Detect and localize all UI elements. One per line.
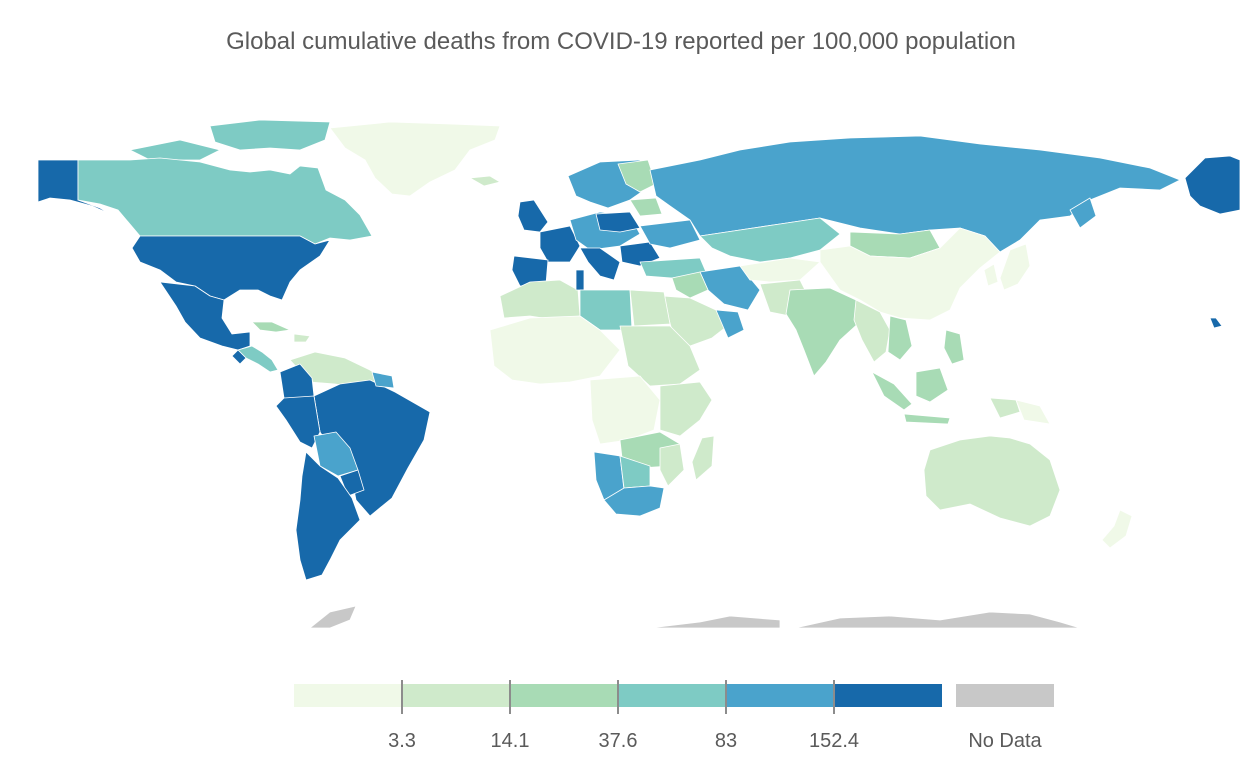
region-indonesia-java[interactable] bbox=[903, 413, 951, 425]
region-poland-czech[interactable] bbox=[595, 211, 641, 233]
legend-tick-4 bbox=[725, 680, 727, 714]
region-russia-kamchatka[interactable] bbox=[1069, 197, 1097, 229]
region-madagascar[interactable] bbox=[691, 435, 715, 481]
region-west-africa[interactable] bbox=[489, 315, 621, 385]
legend-break-label-5: 152.4 bbox=[808, 730, 860, 752]
region-peru[interactable] bbox=[275, 395, 321, 449]
region-hawaii[interactable] bbox=[1209, 317, 1223, 329]
region-chile-argentina[interactable] bbox=[295, 451, 361, 581]
region-central-america[interactable] bbox=[237, 345, 279, 373]
region-new-guinea[interactable] bbox=[989, 397, 1021, 419]
region-korea[interactable] bbox=[983, 263, 999, 287]
legend-break-label-1: 3.3 bbox=[388, 730, 416, 752]
legend-tick-3 bbox=[617, 680, 619, 714]
region-france-benelux[interactable] bbox=[539, 225, 581, 263]
region-myanmar-thailand[interactable] bbox=[853, 299, 891, 363]
region-ukraine[interactable] bbox=[639, 219, 701, 249]
region-philippines[interactable] bbox=[943, 329, 965, 365]
region-south-africa[interactable] bbox=[603, 485, 665, 517]
region-canada-arctic[interactable] bbox=[209, 119, 331, 151]
region-guianas[interactable] bbox=[371, 371, 395, 389]
region-iraq-syria[interactable] bbox=[671, 271, 709, 299]
region-png[interactable] bbox=[1015, 399, 1051, 425]
region-indonesia-sumatra[interactable] bbox=[871, 371, 913, 411]
legend-break-label-3: 37.6 bbox=[598, 730, 638, 752]
region-egypt[interactable] bbox=[629, 289, 671, 327]
region-guatemala[interactable] bbox=[231, 349, 247, 365]
region-finland[interactable] bbox=[617, 159, 657, 193]
region-greenland[interactable] bbox=[329, 121, 501, 197]
region-sahel-east[interactable] bbox=[619, 325, 701, 387]
legend-bin-2 bbox=[402, 684, 510, 707]
legend-bin-nodata bbox=[956, 684, 1054, 707]
legend: 3.3 14.1 37.6 83 152.4 No Data bbox=[294, 680, 1054, 754]
legend-bin-3 bbox=[510, 684, 618, 707]
region-uk[interactable] bbox=[517, 199, 549, 233]
region-usa[interactable] bbox=[131, 235, 331, 301]
legend-nodata-label: No Data bbox=[968, 730, 1042, 752]
legend-bin-6 bbox=[834, 684, 942, 707]
legend-break-label-4: 83 bbox=[714, 730, 738, 752]
region-hispaniola[interactable] bbox=[293, 333, 311, 343]
legend-break-label-2: 14.1 bbox=[490, 730, 530, 752]
legend-tick-2 bbox=[509, 680, 511, 714]
region-iceland[interactable] bbox=[469, 175, 501, 187]
region-indochina[interactable] bbox=[887, 315, 913, 361]
region-canada-arctic-2[interactable] bbox=[129, 139, 221, 161]
region-mozambique[interactable] bbox=[659, 443, 685, 487]
region-australia[interactable] bbox=[923, 435, 1061, 527]
region-tunisia[interactable] bbox=[575, 269, 585, 291]
legend-tick-5 bbox=[833, 680, 835, 714]
legend-tick-1 bbox=[401, 680, 403, 714]
region-antarctica-3 bbox=[794, 611, 1081, 629]
region-oman[interactable] bbox=[715, 309, 745, 339]
region-central-africa[interactable] bbox=[589, 375, 661, 445]
region-new-zealand[interactable] bbox=[1101, 509, 1133, 549]
legend-bin-5 bbox=[726, 684, 834, 707]
region-canada[interactable] bbox=[77, 157, 373, 245]
region-north-africa-west[interactable] bbox=[499, 279, 581, 321]
legend-bin-4 bbox=[618, 684, 726, 707]
region-east-africa[interactable] bbox=[659, 381, 713, 437]
region-central-asia[interactable] bbox=[739, 257, 821, 283]
region-italy-balkans[interactable] bbox=[579, 247, 621, 281]
region-mexico[interactable] bbox=[159, 281, 251, 351]
region-indonesia-borneo[interactable] bbox=[915, 367, 949, 403]
region-chukotka-edge[interactable] bbox=[1184, 155, 1241, 215]
region-india[interactable] bbox=[785, 287, 863, 377]
map-title: Global cumulative deaths from COVID-19 r… bbox=[226, 28, 1016, 55]
legend-bin-1 bbox=[294, 684, 402, 707]
region-cuba[interactable] bbox=[251, 321, 291, 333]
region-libya[interactable] bbox=[579, 289, 633, 331]
region-antarctica-1 bbox=[309, 605, 357, 629]
world-choropleth-map bbox=[37, 119, 1241, 629]
region-baltics[interactable] bbox=[629, 197, 663, 217]
region-japan[interactable] bbox=[999, 243, 1031, 291]
region-china[interactable] bbox=[819, 227, 1001, 321]
region-antarctica-2 bbox=[649, 615, 781, 629]
